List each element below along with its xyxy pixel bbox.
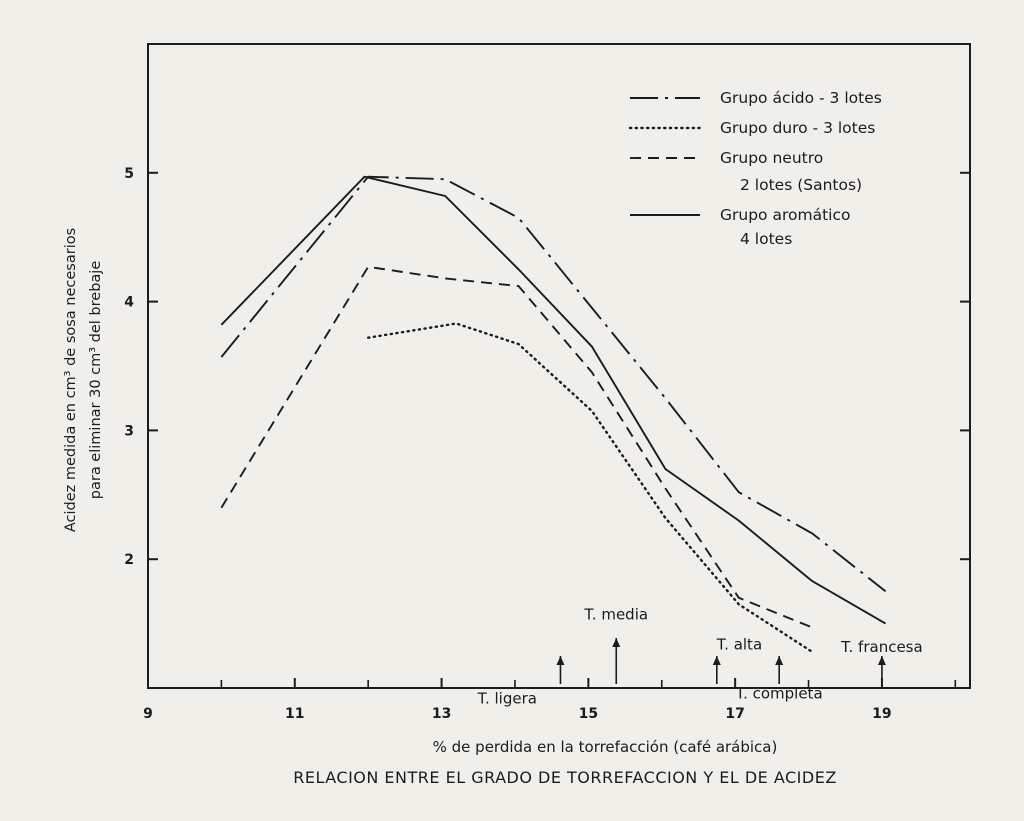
annotation-label: T. ligera: [477, 689, 537, 707]
legend-label-line-2: 2 lotes (Santos): [740, 176, 862, 194]
series-line-1: [220, 175, 887, 593]
annotation-1: T. ligera: [477, 656, 565, 707]
series-2: [367, 322, 814, 654]
chart-title: RELACION ENTRE EL GRADO DE TORREFACCION …: [293, 768, 837, 787]
legend-item-2: Grupo duro - 3 lotes: [628, 119, 875, 137]
annotation-arrow-head: [556, 656, 565, 665]
annotation-arrow-head: [775, 656, 784, 665]
annotation-arrow-head: [712, 656, 721, 665]
series-line-4: [220, 175, 887, 625]
x-tick-label: 15: [579, 706, 598, 722]
y-axis-label-line-2: para eliminar 30 cm³ del brebaje: [88, 261, 104, 500]
x-tick-label: 19: [872, 706, 891, 722]
y-tick-label: 2: [124, 552, 134, 568]
y-tick-label: 3: [124, 423, 134, 439]
annotation-label: T. francesa: [840, 638, 923, 656]
x-tick-label: 11: [285, 706, 304, 722]
annotation-label: T. completa: [735, 684, 823, 702]
annotations-layer: T. ligera T. media T. alta T. completa T. fr…: [477, 606, 923, 708]
y-tick-label: 5: [124, 166, 134, 182]
x-tick-label: 13: [432, 706, 451, 722]
x-tick-label: 9: [143, 706, 153, 722]
series-line-3: [220, 265, 813, 629]
annotation-label: T. media: [583, 606, 648, 624]
plot-frame: [147, 43, 971, 689]
legend-item-1: Grupo ácido - 3 lotes: [630, 89, 882, 107]
annotation-2: T. media: [583, 606, 648, 684]
series-4: [220, 175, 887, 625]
x-axis-label: % de perdida en la torrefacción (café ar…: [433, 738, 778, 756]
series-3: [220, 265, 813, 629]
legend: Grupo ácido - 3 lotes Grupo duro - 3 lote…: [628, 89, 882, 248]
legend-label: Grupo duro - 3 lotes: [720, 119, 875, 137]
annotation-3: T. alta: [712, 635, 762, 684]
series-1: [220, 175, 887, 593]
legend-item-3: Grupo neutro 2 lotes (Santos): [630, 149, 862, 194]
annotation-4: T. completa: [735, 656, 823, 702]
series-layer: [220, 175, 887, 654]
series-line-2: [367, 322, 814, 654]
y-axis-label-line-1: Acidez medida en cm³ de sosa necesarios: [63, 228, 79, 532]
annotation-5: T. francesa: [840, 638, 923, 684]
legend-label-line-2: 4 lotes: [740, 230, 792, 248]
y-tick-label: 4: [124, 295, 134, 311]
legend-label: Grupo aromático: [720, 206, 850, 224]
legend-item-4: Grupo aromático 4 lotes: [630, 206, 850, 248]
annotation-arrow-head: [877, 656, 886, 665]
annotation-label: T. alta: [716, 635, 762, 653]
x-tick-label: 17: [725, 706, 744, 722]
chart-axes: [147, 43, 971, 689]
legend-label: Grupo ácido - 3 lotes: [720, 89, 882, 107]
annotation-arrow-head: [612, 638, 621, 647]
legend-label: Grupo neutro: [720, 149, 823, 167]
